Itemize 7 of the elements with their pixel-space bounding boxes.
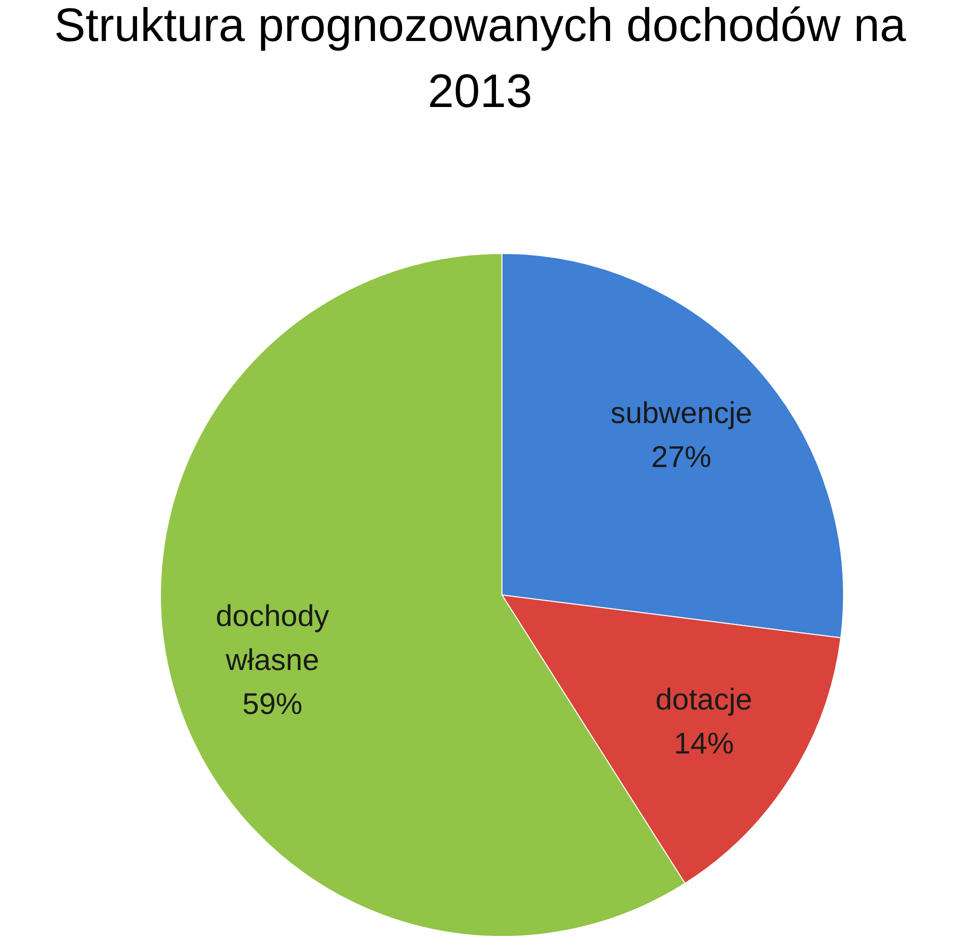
slice-label: dotacje bbox=[655, 683, 752, 716]
data-label: 59% bbox=[242, 688, 302, 721]
data-label: 27% bbox=[651, 441, 712, 474]
data-label: 14% bbox=[674, 727, 734, 760]
slice-label: subwencje bbox=[610, 397, 752, 430]
slice-label: dochody własne bbox=[216, 600, 330, 677]
chart-title: Struktura prognozowanych dochodów na 2013 bbox=[53, 0, 907, 119]
